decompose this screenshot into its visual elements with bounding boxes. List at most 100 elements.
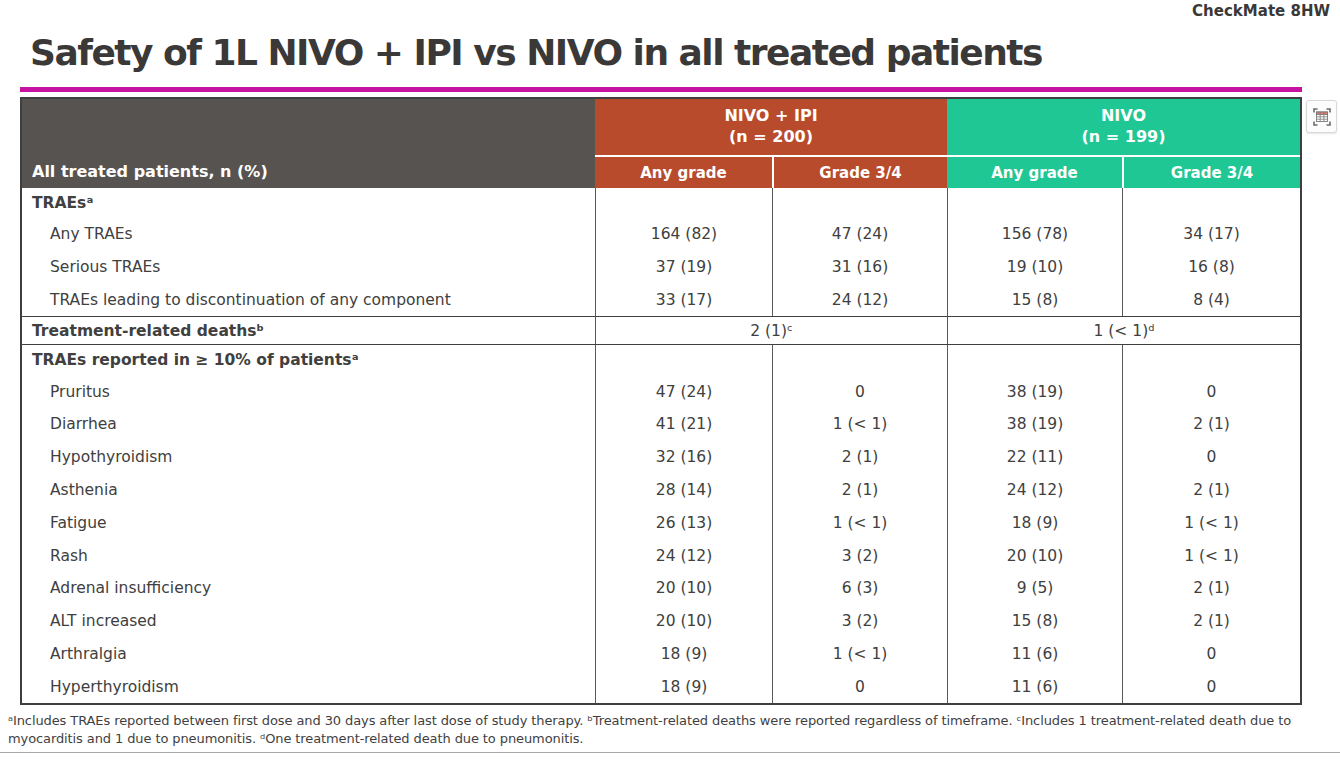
group-n: (n = 200) xyxy=(729,127,813,148)
table-row: Arthralgia18 (9)1 (< 1)11 (6)0 xyxy=(22,637,1300,670)
row-label: TRAEsᵃ xyxy=(22,188,595,218)
cell-value xyxy=(947,188,1122,218)
cell-value: 18 (9) xyxy=(947,506,1122,539)
table-row: TRAEsᵃ xyxy=(22,188,1300,218)
row-label: Pruritus xyxy=(22,375,595,408)
table-row: Hyperthyroidism18 (9)011 (6)0 xyxy=(22,670,1300,703)
subheader-any-grade: Any grade xyxy=(595,155,772,188)
cell-value xyxy=(1122,345,1300,375)
group-n: (n = 199) xyxy=(1082,127,1166,148)
cell-value: 18 (9) xyxy=(595,670,772,703)
row-label: Diarrhea xyxy=(22,408,595,441)
cell-value: 16 (8) xyxy=(1122,251,1300,284)
cell-value: 38 (19) xyxy=(947,375,1122,408)
table-row: Hypothyroidism32 (16)2 (1)22 (11)0 xyxy=(22,441,1300,474)
table-row: Any TRAEs164 (82)47 (24)156 (78)34 (17) xyxy=(22,218,1300,251)
cell-value: 38 (19) xyxy=(947,408,1122,441)
table-row: Pruritus47 (24)038 (19)0 xyxy=(22,375,1300,408)
page-title: Safety of 1L NIVO + IPI vs NIVO in all t… xyxy=(30,32,1042,73)
row-label: Any TRAEs xyxy=(22,218,595,251)
cell-value: 31 (16) xyxy=(772,251,947,284)
cell-value: 24 (12) xyxy=(595,539,772,572)
cell-value xyxy=(595,345,772,375)
cell-value xyxy=(772,188,947,218)
cell-value: 0 xyxy=(1122,670,1300,703)
row-label: Hyperthyroidism xyxy=(22,670,595,703)
row-header-cell: All treated patients, n (%) xyxy=(22,99,595,188)
cell-value: 11 (6) xyxy=(947,670,1122,703)
cell-value: 1 (< 1) xyxy=(1122,506,1300,539)
cell-value: 11 (6) xyxy=(947,637,1122,670)
cell-value: 156 (78) xyxy=(947,218,1122,251)
table-header: All treated patients, n (%) NIVO + IPI (… xyxy=(22,99,1300,188)
cell-value: 32 (16) xyxy=(595,441,772,474)
row-label: Asthenia xyxy=(22,474,595,507)
cell-value: 1 (< 1) xyxy=(772,637,947,670)
safety-table: All treated patients, n (%) NIVO + IPI (… xyxy=(20,97,1302,705)
table-row: ALT increased20 (10)3 (2)15 (8)2 (1) xyxy=(22,605,1300,638)
table-row: Asthenia28 (14)2 (1)24 (12)2 (1) xyxy=(22,474,1300,507)
footnote: ᵃIncludes TRAEs reported between first d… xyxy=(8,712,1334,749)
table-tool-button[interactable] xyxy=(1306,100,1337,133)
cell-value: 0 xyxy=(1122,637,1300,670)
table-row: Treatment-related deathsᵇ2 (1)ᶜ1 (< 1)ᵈ xyxy=(22,316,1300,345)
table-row: Adrenal insufficiency20 (10)6 (3)9 (5)2 … xyxy=(22,572,1300,605)
cell-value xyxy=(595,188,772,218)
cell-value: 20 (10) xyxy=(595,605,772,638)
row-label: Hypothyroidism xyxy=(22,441,595,474)
cell-value: 26 (13) xyxy=(595,506,772,539)
cell-value: 22 (11) xyxy=(947,441,1122,474)
row-label: ALT increased xyxy=(22,605,595,638)
row-label: Treatment-related deathsᵇ xyxy=(22,317,595,344)
group-name: NIVO + IPI xyxy=(724,106,817,127)
cell-value: 1 (< 1) xyxy=(772,408,947,441)
cell-value: 47 (24) xyxy=(595,375,772,408)
cell-value: 41 (21) xyxy=(595,408,772,441)
row-label: Fatigue xyxy=(22,506,595,539)
table-select-icon xyxy=(1312,107,1332,127)
row-label: TRAEs reported in ≥ 10% of patientsᵃ xyxy=(22,345,595,375)
cell-value: 37 (19) xyxy=(595,251,772,284)
cell-value: 2 (1) xyxy=(1122,474,1300,507)
bottom-divider xyxy=(0,752,1340,753)
row-label: Rash xyxy=(22,539,595,572)
cell-value: 164 (82) xyxy=(595,218,772,251)
table-row: Fatigue26 (13)1 (< 1)18 (9)1 (< 1) xyxy=(22,506,1300,539)
cell-value: 0 xyxy=(772,375,947,408)
cell-value: 20 (10) xyxy=(595,572,772,605)
cell-value: 18 (9) xyxy=(595,637,772,670)
cell-value: 28 (14) xyxy=(595,474,772,507)
row-label: Adrenal insufficiency xyxy=(22,572,595,605)
table-row: TRAEs leading to discontinuation of any … xyxy=(22,284,1300,317)
cell-value: 1 (< 1) xyxy=(772,506,947,539)
row-label: TRAEs leading to discontinuation of any … xyxy=(22,284,595,317)
cell-value: 15 (8) xyxy=(947,284,1122,317)
subheader-any-grade: Any grade xyxy=(947,155,1122,188)
row-label: Arthralgia xyxy=(22,637,595,670)
cell-value: 47 (24) xyxy=(772,218,947,251)
cell-value: 6 (3) xyxy=(772,572,947,605)
cell-value: 9 (5) xyxy=(947,572,1122,605)
study-badge: CheckMate 8HW xyxy=(1192,2,1330,20)
cell-value: 20 (10) xyxy=(947,539,1122,572)
cell-value: 2 (1) xyxy=(1122,572,1300,605)
group-name: NIVO xyxy=(1101,106,1146,127)
cell-value xyxy=(947,345,1122,375)
table-row: Serious TRAEs37 (19)31 (16)19 (10)16 (8) xyxy=(22,251,1300,284)
cell-value: 3 (2) xyxy=(772,605,947,638)
cell-value: 33 (17) xyxy=(595,284,772,317)
cell-value: 2 (1)ᶜ xyxy=(595,317,947,344)
cell-value: 0 xyxy=(1122,375,1300,408)
row-label: Serious TRAEs xyxy=(22,251,595,284)
cell-value: 0 xyxy=(1122,441,1300,474)
cell-value: 19 (10) xyxy=(947,251,1122,284)
cell-value: 24 (12) xyxy=(772,284,947,317)
cell-value: 2 (1) xyxy=(1122,408,1300,441)
table-body: TRAEsᵃAny TRAEs164 (82)47 (24)156 (78)34… xyxy=(22,188,1300,703)
table-row: TRAEs reported in ≥ 10% of patientsᵃ xyxy=(22,345,1300,375)
cell-value xyxy=(772,345,947,375)
table-row: Diarrhea41 (21)1 (< 1)38 (19)2 (1) xyxy=(22,408,1300,441)
cell-value: 0 xyxy=(772,670,947,703)
subheader-grade-3-4: Grade 3/4 xyxy=(1122,155,1300,188)
cell-value: 1 (< 1) xyxy=(1122,539,1300,572)
